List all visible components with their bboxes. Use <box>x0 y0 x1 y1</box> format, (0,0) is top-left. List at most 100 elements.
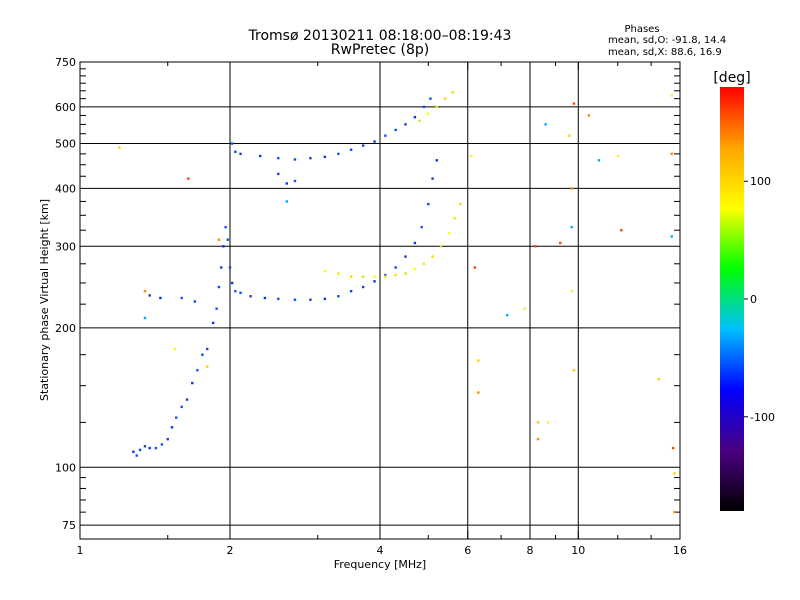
colorbar-label: [deg] <box>713 70 750 86</box>
colorbar-tick-label: 100 <box>750 175 771 188</box>
y-tick-label: 75 <box>62 519 76 532</box>
colorbar-ticks: 100 0 -100 <box>744 175 775 424</box>
data-point <box>211 321 215 325</box>
data-point <box>597 159 601 162</box>
data-point <box>361 285 365 289</box>
data-point <box>422 105 426 109</box>
data-point <box>394 266 397 269</box>
colorbar <box>720 87 744 511</box>
data-point <box>293 158 297 161</box>
x-tick-label: 4 <box>377 544 384 557</box>
data-point <box>404 123 407 126</box>
y-tick-label: 750 <box>55 56 76 69</box>
data-point <box>384 275 387 278</box>
data-point <box>234 150 237 153</box>
data-point <box>239 291 242 295</box>
data-point <box>277 297 280 301</box>
y-tick-label: 100 <box>55 461 76 474</box>
data-point <box>671 446 675 450</box>
data-point <box>173 347 177 351</box>
data-point <box>443 97 447 100</box>
data-point <box>361 144 365 147</box>
data-point <box>477 391 480 394</box>
chart-title: Tromsø 20130211 08:18:00–08:19:43 <box>248 28 512 44</box>
tick-layer: 1 2 4 6 8 10 16 75 100 200 300 400 500 600 750 <box>55 56 687 557</box>
data-point <box>394 128 397 132</box>
data-point <box>217 238 221 241</box>
data-point <box>373 280 376 283</box>
data-point <box>536 437 540 441</box>
data-point <box>219 266 223 269</box>
data-point <box>546 421 550 424</box>
data-point <box>431 255 434 258</box>
data-point <box>670 94 673 97</box>
data-point <box>205 365 209 368</box>
data-point <box>427 112 430 115</box>
plot-frame <box>79 61 681 540</box>
data-point <box>293 179 297 183</box>
y-axis-label: Stationary phase Virtual Height [km] <box>38 199 51 401</box>
data-point <box>349 289 353 293</box>
data-point <box>138 448 142 452</box>
data-point <box>587 114 591 117</box>
data-point <box>180 405 183 409</box>
data-point <box>249 295 252 298</box>
y-tick-label: 400 <box>55 182 76 195</box>
data-point <box>293 298 297 301</box>
data-point <box>523 307 526 310</box>
data-point <box>193 300 197 303</box>
data-point <box>620 228 623 232</box>
colorbar-tick-label: -100 <box>750 411 775 424</box>
data-point <box>435 159 438 162</box>
data-point <box>215 307 218 310</box>
data-point <box>413 241 417 245</box>
data-point <box>473 266 477 269</box>
data-point <box>418 119 421 122</box>
data-point <box>143 316 147 320</box>
data-point <box>657 377 660 381</box>
stats-line-o: mean, sd,O: -91.8, 14.4 <box>608 35 726 46</box>
data-point <box>118 146 121 149</box>
data-point <box>159 296 162 300</box>
data-point <box>451 91 455 94</box>
data-point <box>309 298 312 301</box>
data-point <box>384 134 387 137</box>
data-point <box>670 235 673 238</box>
data-point <box>323 155 327 159</box>
data-point <box>559 241 562 245</box>
x-tick-label: 10 <box>571 544 585 557</box>
grid-layer <box>80 61 680 539</box>
y-tick-label: 300 <box>55 240 76 253</box>
data-point <box>673 510 676 514</box>
colorbar-tick-label: 0 <box>750 293 757 306</box>
data-point <box>222 245 225 248</box>
data-point <box>285 200 288 203</box>
data-point <box>422 262 426 265</box>
data-point <box>413 115 417 119</box>
data-point <box>185 398 189 401</box>
data-point <box>323 297 327 301</box>
data-point <box>570 289 573 293</box>
data-point <box>544 123 547 126</box>
data-point <box>534 245 537 248</box>
data-point <box>420 225 423 229</box>
data-point <box>135 454 138 457</box>
data-point <box>180 296 183 300</box>
data-point <box>187 177 190 180</box>
data-point <box>670 152 673 156</box>
data-point <box>394 273 397 277</box>
x-tick-label: 8 <box>527 544 534 557</box>
data-point <box>673 472 676 475</box>
data-point <box>277 156 280 160</box>
data-point <box>536 421 540 424</box>
data-point <box>570 187 573 190</box>
data-point <box>230 281 234 285</box>
data-point <box>429 97 432 100</box>
data-point <box>277 172 280 176</box>
data-point <box>132 450 135 453</box>
data-point <box>263 296 267 300</box>
data-point <box>505 313 509 317</box>
data-point <box>148 294 151 297</box>
data-point <box>228 266 232 269</box>
data-point <box>175 416 178 419</box>
